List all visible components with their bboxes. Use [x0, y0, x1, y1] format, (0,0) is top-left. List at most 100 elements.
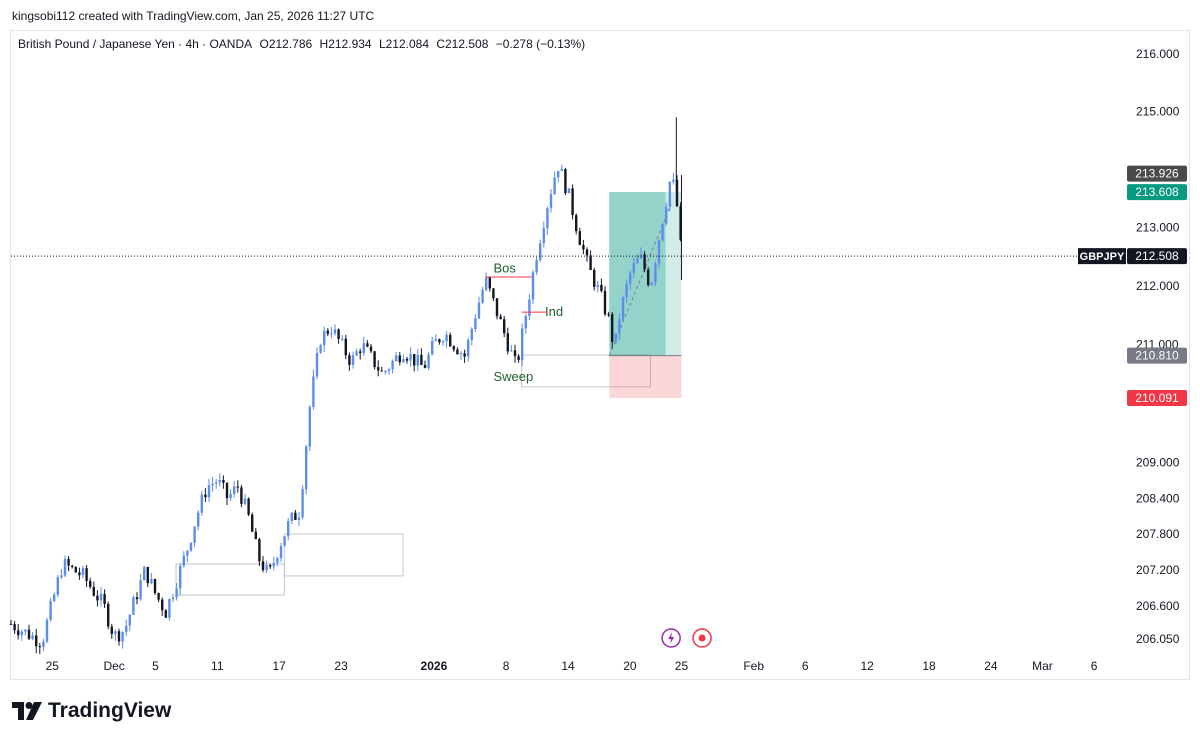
- candle-body: [535, 260, 538, 273]
- candle-body: [510, 350, 513, 352]
- candle-body: [254, 531, 257, 540]
- candle-body: [150, 579, 153, 584]
- candle-body: [474, 318, 477, 330]
- candle-body: [279, 545, 283, 559]
- x-tick-label: Mar: [1032, 659, 1053, 673]
- candle-body: [420, 354, 423, 365]
- candle-body: [553, 177, 556, 195]
- candle-body: [164, 610, 167, 618]
- candle-body: [236, 486, 239, 488]
- candle-body: [128, 614, 131, 626]
- candle-body: [233, 486, 236, 494]
- legend-open: O212.786: [259, 37, 313, 51]
- y-tick-label: 216.000: [1136, 47, 1180, 61]
- candle-body: [53, 594, 56, 601]
- tradingview-logo-icon: [12, 702, 42, 720]
- candle-body: [9, 623, 13, 625]
- candle-body: [229, 493, 232, 499]
- candle-body: [488, 277, 491, 289]
- candle-body: [197, 512, 200, 527]
- candle-body: [243, 498, 247, 504]
- candle-body: [143, 566, 146, 581]
- candle-body: [261, 561, 265, 571]
- candle-body: [189, 542, 193, 551]
- candle-body: [146, 566, 149, 584]
- candle-body: [499, 316, 502, 320]
- x-tick-label: 17: [273, 659, 287, 673]
- price-tag-label: 210.810: [1135, 349, 1179, 363]
- candle-body: [348, 355, 351, 365]
- candle-body: [103, 593, 106, 604]
- candle-body: [672, 179, 675, 182]
- candle-body: [675, 179, 679, 207]
- x-tick-label: 18: [922, 659, 936, 673]
- candle-body: [31, 635, 34, 639]
- x-tick-label: 11: [211, 659, 224, 673]
- candle-body: [240, 487, 243, 504]
- current-price-tag-label: 212.508: [1135, 249, 1179, 263]
- candle-body: [121, 631, 124, 642]
- candle-body: [431, 340, 434, 355]
- candle-body: [467, 340, 470, 357]
- candle-body: [24, 629, 27, 632]
- candle-body: [441, 341, 445, 343]
- candle-body: [114, 631, 117, 634]
- candle-body: [81, 568, 85, 576]
- candle-body: [661, 223, 664, 241]
- candle-body: [301, 489, 304, 518]
- candle-body: [204, 494, 207, 498]
- candle-body: [391, 361, 394, 370]
- candle-body: [168, 599, 171, 618]
- x-tick-label: 6: [802, 659, 809, 673]
- candle-body: [92, 586, 95, 596]
- y-tick-label: 207.200: [1136, 563, 1180, 577]
- legend-low: L212.084: [378, 37, 429, 51]
- candle-body: [222, 479, 225, 483]
- candle-body: [315, 352, 319, 377]
- candle-body: [528, 299, 531, 317]
- candle-body: [578, 231, 581, 245]
- candle-body: [557, 170, 560, 178]
- candle-body: [117, 631, 121, 642]
- candle-body: [402, 358, 405, 363]
- candle-body: [380, 370, 383, 372]
- price-tag: [1127, 347, 1187, 364]
- candle-body: [459, 353, 463, 355]
- candle-body: [607, 314, 610, 316]
- candle-body: [463, 353, 466, 357]
- candle-body: [495, 298, 499, 317]
- candle-body: [341, 338, 344, 340]
- candle-body: [355, 351, 358, 356]
- chart-frame: [10, 30, 1190, 680]
- stop-loss-area: [609, 355, 682, 399]
- candle-body: [423, 364, 427, 368]
- candle-body: [269, 565, 272, 567]
- candle-body: [625, 283, 628, 298]
- price-tag: [1127, 184, 1187, 201]
- candle-body: [395, 355, 398, 362]
- candle-body: [387, 369, 391, 372]
- candle-body: [333, 329, 337, 334]
- record-dot-icon: [698, 634, 706, 642]
- candle-body: [398, 355, 401, 363]
- candle-body: [175, 588, 178, 598]
- candle-body: [546, 208, 549, 229]
- price-tag: [1127, 165, 1187, 182]
- candle-body: [629, 272, 632, 284]
- candle-body: [207, 485, 211, 498]
- candle-body: [49, 600, 52, 620]
- candle-body: [485, 277, 488, 290]
- candle-body: [571, 188, 574, 216]
- candle-body: [344, 338, 347, 356]
- candle-body: [492, 288, 495, 299]
- candle-body: [600, 284, 603, 291]
- take-profit-filled-area: [609, 192, 666, 356]
- candle-body: [287, 521, 290, 537]
- x-tick-label: 2026: [421, 659, 448, 673]
- tradingview-logo[interactable]: TradingView: [12, 699, 171, 723]
- candle-body: [456, 349, 459, 355]
- candle-body: [593, 270, 596, 287]
- candle-body: [38, 646, 41, 648]
- candle-body: [373, 351, 376, 368]
